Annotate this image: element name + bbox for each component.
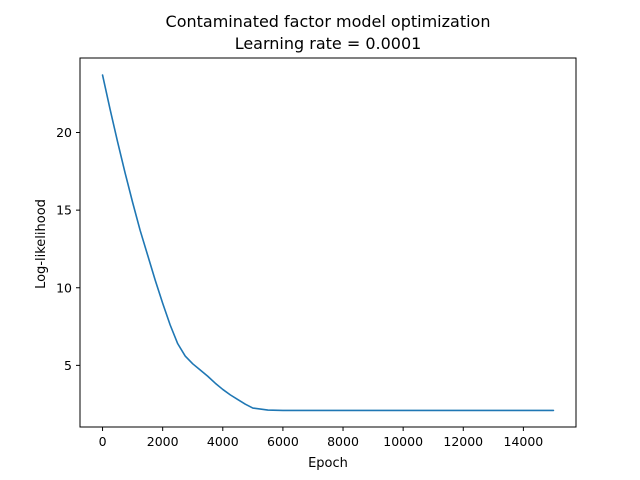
chart-subtitle: Learning rate = 0.0001	[235, 34, 422, 53]
x-tick-label: 14000	[504, 434, 544, 449]
x-axis-label: Epoch	[308, 456, 348, 471]
x-tick-label: 4000	[207, 434, 239, 449]
plot-frame	[79, 57, 577, 428]
y-tick-label: 5	[64, 358, 72, 373]
x-tick-label: 10000	[383, 434, 423, 449]
x-tick-label: 12000	[443, 434, 483, 449]
y-axis-label: Log-likelihood	[34, 199, 49, 289]
x-tick-label: 6000	[267, 434, 299, 449]
chart-title: Contaminated factor model optimization	[166, 12, 491, 31]
x-tick-label: 0	[99, 434, 107, 449]
x-tick-label: 8000	[327, 434, 359, 449]
y-tick-label: 15	[56, 203, 72, 218]
y-axis: 5 10 15 20	[56, 125, 80, 373]
y-tick-label: 20	[56, 125, 72, 140]
x-axis: 0 2000 4000 6000 8000 10000 12000 14000	[99, 427, 544, 449]
plot-area	[79, 57, 577, 428]
x-tick-label: 2000	[147, 434, 179, 449]
y-tick-label: 10	[56, 280, 72, 295]
series-line-0	[101, 74, 555, 412]
